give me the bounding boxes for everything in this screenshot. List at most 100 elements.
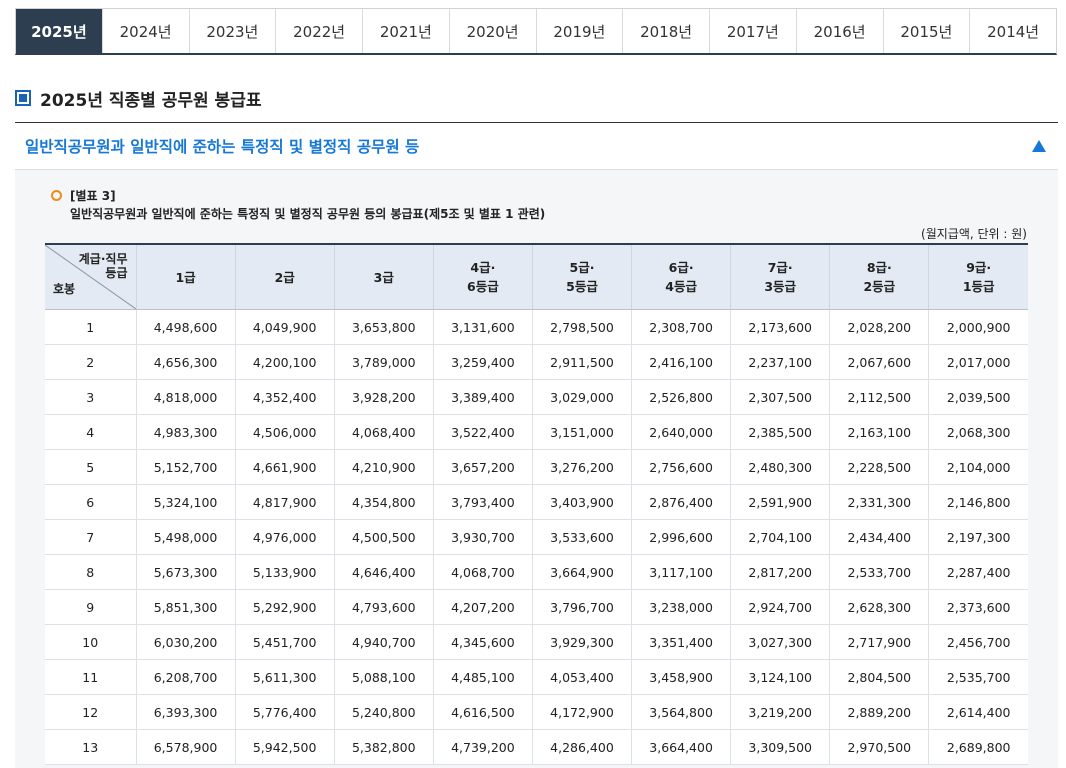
salary-cell: 4,049,900 (234, 309, 335, 345)
tab-year[interactable]: 2019년 (535, 9, 623, 53)
salary-cell: 2,798,500 (531, 309, 632, 345)
table-row: 12 6,393,300 5,776,400 5,240,800 4,616,500 4,… (45, 694, 1028, 730)
salary-cell: 2,911,500 (531, 344, 632, 380)
ring-bullet-icon (51, 190, 62, 201)
salary-cell: 3,151,000 (531, 414, 632, 450)
salary-cell: 2,434,400 (829, 519, 929, 555)
step-cell: 10 (45, 624, 136, 660)
tab-year[interactable]: 2015년 (882, 9, 970, 53)
corner-bottom-label: 호봉 (53, 282, 76, 296)
salary-cell: 5,451,700 (234, 624, 335, 660)
salary-cell: 3,389,400 (432, 379, 533, 415)
salary-cell: 3,796,700 (531, 589, 632, 625)
step-cell: 13 (45, 729, 136, 765)
column-header-line: 6급· (668, 260, 694, 275)
column-header-line: 9급· (966, 260, 992, 275)
salary-cell: 2,689,800 (928, 729, 1028, 765)
tab-year[interactable]: 2020년 (448, 9, 536, 53)
tab-year[interactable]: 2018년 (622, 9, 709, 53)
salary-cell: 2,308,700 (631, 309, 731, 345)
tab-year[interactable]: 2023년 (188, 9, 276, 53)
column-header-line: 1등급 (962, 279, 995, 294)
tab-year[interactable]: 2021년 (362, 9, 449, 53)
salary-cell: 4,068,700 (432, 554, 533, 590)
salary-cell: 2,456,700 (928, 624, 1028, 660)
salary-cell: 5,088,100 (333, 659, 434, 695)
salary-cell: 3,029,000 (531, 379, 632, 415)
step-cell: 7 (45, 519, 136, 555)
tab-year[interactable]: 2024년 (101, 9, 189, 53)
tab-year[interactable]: 2025년 (16, 9, 102, 53)
salary-cell: 4,345,600 (432, 624, 533, 660)
salary-cell: 4,485,100 (432, 659, 533, 695)
column-header: 4급· 6등급 (432, 244, 533, 310)
tab-year[interactable]: 2022년 (275, 9, 362, 53)
salary-cell: 4,354,800 (333, 484, 434, 520)
accordion-title: 일반직공무원과 일반직에 준하는 특정직 및 별정직 공무원 등 (25, 138, 420, 156)
salary-cell: 6,208,700 (135, 659, 236, 695)
triangle-up-icon[interactable] (1032, 140, 1046, 152)
column-header-line: 5급· (569, 260, 595, 275)
accordion-panel: [별표 3] 일반직공무원과 일반직에 준하는 특정직 및 별정직 공무원 등의… (15, 170, 1058, 768)
table-row: 6 5,324,100 4,817,900 4,354,800 3,793,400 3,4… (45, 484, 1028, 520)
table-row: 5 5,152,700 4,661,900 4,210,900 3,657,200 3,2… (45, 449, 1028, 485)
column-header-line: 2급 (274, 269, 295, 285)
column-header-line: 2등급 (863, 279, 896, 294)
salary-cell: 2,970,500 (829, 729, 929, 765)
salary-cell: 5,673,300 (135, 554, 236, 590)
salary-cell: 3,117,100 (631, 554, 731, 590)
salary-cell: 2,591,900 (730, 484, 830, 520)
salary-table: 계급·직무 등급 호봉 1급 2급 3급 4급· 6등급 5급· 5등급 6급· 4등급 7급· 3… (45, 243, 1028, 765)
table-row: 13 6,578,900 5,942,500 5,382,800 4,739,200 4,… (45, 729, 1028, 765)
salary-cell: 6,030,200 (135, 624, 236, 660)
salary-cell: 3,276,200 (531, 449, 632, 485)
salary-cell: 3,259,400 (432, 344, 533, 380)
step-cell: 6 (45, 484, 136, 520)
salary-cell: 3,458,900 (631, 659, 731, 695)
year-tabs: 2025년 2024년 2023년 2022년 2021년 2020년 2019년 2018년… (15, 8, 1057, 55)
salary-cell: 6,578,900 (135, 729, 236, 765)
tab-year[interactable]: 2017년 (709, 9, 796, 53)
salary-cell: 4,200,100 (234, 344, 335, 380)
salary-cell: 2,197,300 (928, 519, 1028, 555)
salary-cell: 2,237,100 (730, 344, 830, 380)
step-cell: 5 (45, 449, 136, 485)
salary-cell: 2,287,400 (928, 554, 1028, 590)
salary-cell: 2,385,500 (730, 414, 830, 450)
salary-cell: 5,152,700 (135, 449, 236, 485)
salary-cell: 3,930,700 (432, 519, 533, 555)
table-row: 7 5,498,000 4,976,000 4,500,500 3,930,700 3,5… (45, 519, 1028, 555)
salary-cell: 2,804,500 (829, 659, 929, 695)
accordion-header[interactable]: 일반직공무원과 일반직에 준하는 특정직 및 별정직 공무원 등 (15, 122, 1058, 170)
note-description: 일반직공무원과 일반직에 준하는 특정직 및 별정직 공무원 등의 봉급표(제5… (70, 207, 546, 221)
table-row: 8 5,673,300 5,133,900 4,646,400 4,068,700 3,6… (45, 554, 1028, 590)
page-title: 2025년 직종별 공무원 봉급표 (15, 86, 261, 111)
salary-cell: 2,163,100 (829, 414, 929, 450)
salary-cell: 4,068,400 (333, 414, 434, 450)
salary-cell: 3,522,400 (432, 414, 533, 450)
salary-cell: 5,133,900 (234, 554, 335, 590)
corner-top-line-2: 등급 (105, 266, 128, 280)
salary-cell: 2,817,200 (730, 554, 830, 590)
table-row: 4 4,983,300 4,506,000 4,068,400 3,522,400 3,1… (45, 414, 1028, 450)
salary-cell: 4,207,200 (432, 589, 533, 625)
salary-cell: 2,533,700 (829, 554, 929, 590)
corner-top-line-1: 계급·직무 (78, 252, 128, 266)
salary-cell: 2,535,700 (928, 659, 1028, 695)
salary-cell: 4,976,000 (234, 519, 335, 555)
salary-cell: 4,793,600 (333, 589, 434, 625)
salary-cell: 3,789,000 (333, 344, 434, 380)
salary-cell: 4,661,900 (234, 449, 335, 485)
step-cell: 9 (45, 589, 136, 625)
salary-cell: 4,352,400 (234, 379, 335, 415)
tab-year[interactable]: 2014년 (969, 9, 1056, 53)
step-cell: 8 (45, 554, 136, 590)
table-row: 11 6,208,700 5,611,300 5,088,100 4,485,100 4,… (45, 659, 1028, 695)
salary-cell: 2,996,600 (631, 519, 731, 555)
tab-year[interactable]: 2016년 (795, 9, 883, 53)
salary-cell: 3,351,400 (631, 624, 731, 660)
salary-cell: 5,851,300 (135, 589, 236, 625)
step-cell: 12 (45, 694, 136, 730)
column-header-line: 3급 (373, 269, 394, 285)
salary-cell: 5,292,900 (234, 589, 335, 625)
